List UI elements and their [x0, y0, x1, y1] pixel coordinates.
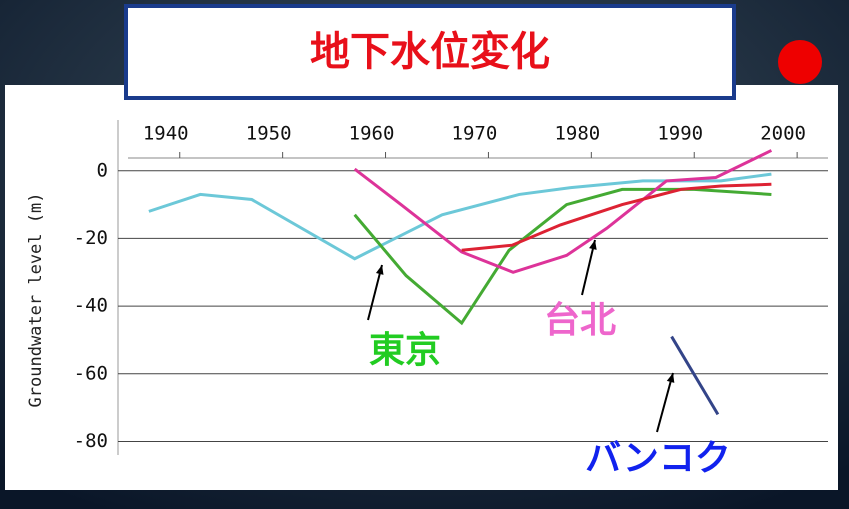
series-line	[670, 335, 720, 416]
series-label: バンコク	[585, 438, 731, 479]
series-line	[461, 182, 772, 252]
y-tick-label: -80	[74, 430, 108, 452]
series-line	[353, 149, 773, 274]
annotation-arrow	[581, 239, 596, 296]
chart-title: 地下水位変化	[310, 29, 550, 75]
y-tick-label: -20	[74, 227, 108, 249]
y-tick-label: -40	[74, 295, 108, 317]
x-tick-label: 1980	[554, 123, 600, 145]
annotation-arrow	[656, 372, 674, 433]
series-label: 東京	[369, 329, 441, 371]
arrow-head	[589, 240, 597, 250]
y-axis-label: Groundwater level (m)	[26, 193, 46, 408]
red-dot	[778, 40, 822, 84]
title-box	[124, 4, 736, 100]
y-tick-label: -60	[74, 362, 108, 384]
x-tick-label: 1950	[246, 123, 292, 145]
series-label: 台北	[544, 300, 616, 341]
arrow-head	[375, 265, 384, 275]
x-tick-label: 2000	[760, 123, 806, 145]
x-tick-label: 1960	[349, 123, 395, 145]
x-tick-label: 1940	[143, 123, 189, 145]
x-tick-label: 1990	[657, 123, 703, 145]
x-tick-label: 1970	[452, 123, 498, 145]
arrow-head	[666, 373, 675, 383]
plot: 0 -20 -40 -60 -80 1940 1950 1960 1970 1980 1990 200…	[74, 120, 828, 479]
annotation-arrow	[367, 264, 383, 321]
y-tick-label: 0	[97, 159, 108, 181]
